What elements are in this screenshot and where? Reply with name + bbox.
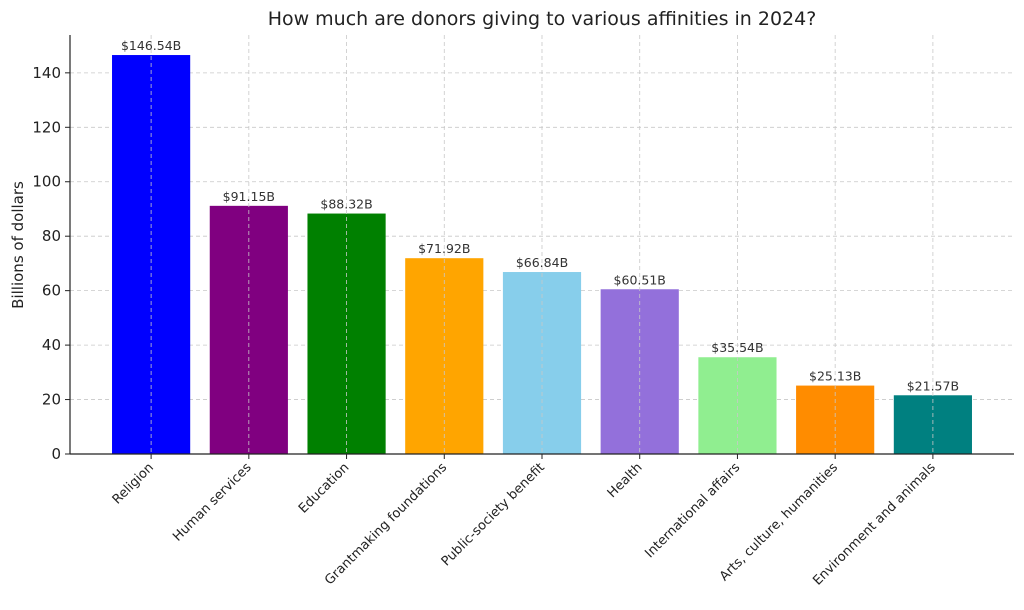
y-tick-label: 0 (51, 445, 61, 463)
data-label: $146.54B (121, 38, 181, 53)
y-tick-label: 40 (42, 336, 61, 354)
x-tick-label: Health (605, 460, 646, 501)
y-tick-label: 140 (32, 64, 61, 82)
data-label: $25.13B (809, 369, 861, 384)
data-label: $66.84B (516, 255, 568, 270)
data-label: $88.32B (320, 197, 372, 212)
data-label: $21.57B (907, 378, 959, 393)
x-tick-label: International affairs (642, 460, 743, 561)
data-label: $91.15B (223, 189, 275, 204)
x-tick-label: Education (296, 460, 352, 516)
chart-title: How much are donors giving to various af… (268, 8, 817, 30)
y-tick-label: 100 (32, 173, 61, 191)
bar-2 (307, 213, 386, 454)
x-tick-label: Public-society benefit (439, 460, 548, 569)
x-tick-label: Religion (110, 460, 157, 507)
y-axis-label: Billions of dollars (9, 181, 27, 309)
x-tick-label: Human services (170, 460, 255, 545)
y-tick-label: 20 (42, 391, 61, 409)
data-label: $60.51B (614, 272, 666, 287)
y-tick-label: 80 (42, 227, 61, 245)
y-tick-label: 120 (32, 118, 61, 136)
bar-4 (502, 272, 582, 454)
data-label: $35.54B (711, 340, 763, 355)
y-tick-label: 60 (42, 282, 61, 300)
bar-8 (893, 395, 972, 454)
data-label: $71.92B (418, 241, 470, 256)
